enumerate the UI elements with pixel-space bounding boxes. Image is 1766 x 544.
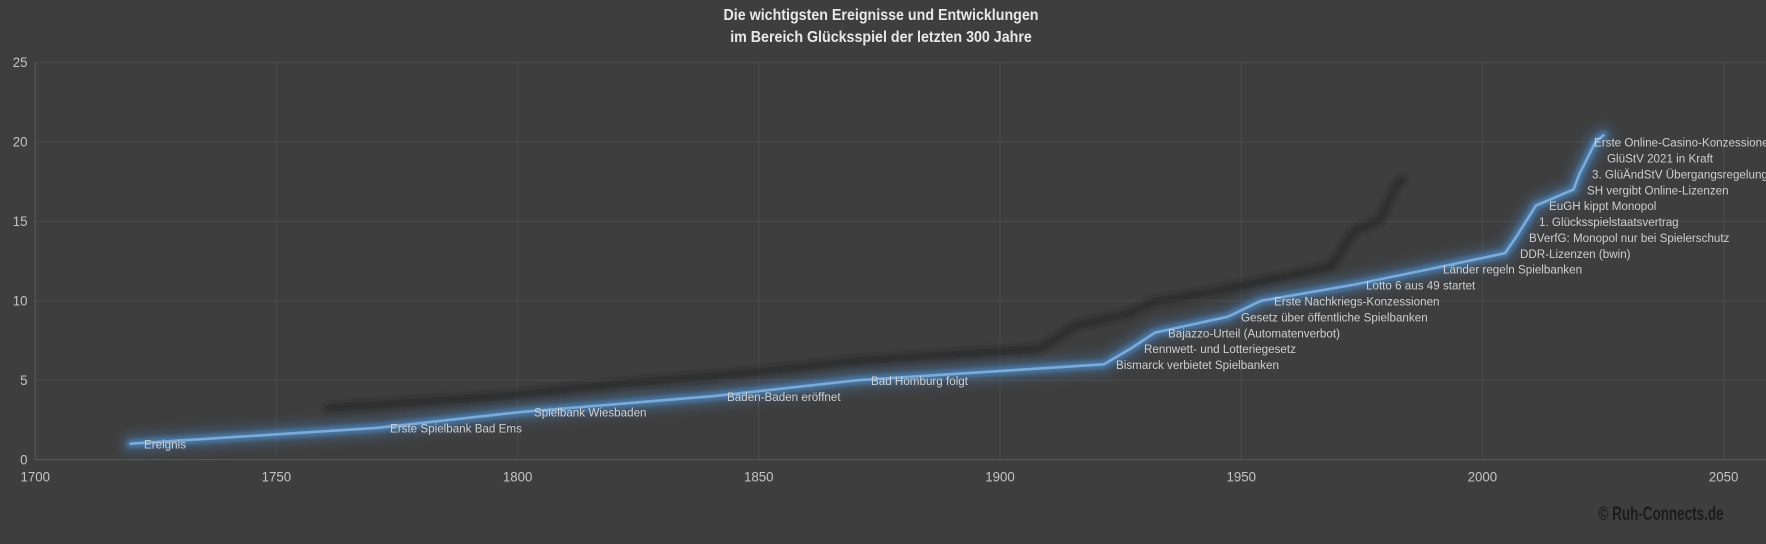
svg-text:Gesetz über öffentliche Spielb: Gesetz über öffentliche Spielbanken xyxy=(1241,310,1428,324)
svg-text:0: 0 xyxy=(20,452,27,467)
svg-text:Lotto 6 aus 49 startet: Lotto 6 aus 49 startet xyxy=(1366,278,1476,292)
svg-text:Länder regeln Spielbanken: Länder regeln Spielbanken xyxy=(1443,263,1582,277)
svg-text:1850: 1850 xyxy=(744,469,774,484)
svg-text:Ereignis: Ereignis xyxy=(144,437,186,451)
svg-text:Erste Nachkriegs-Konzessionen: Erste Nachkriegs-Konzessionen xyxy=(1274,294,1440,308)
svg-text:EuGH kippt Monopol: EuGH kippt Monopol xyxy=(1549,199,1656,213)
svg-text:Erste Spielbank Bad Ems: Erste Spielbank Bad Ems xyxy=(390,421,522,435)
svg-text:GlüStV 2021 in Kraft: GlüStV 2021 in Kraft xyxy=(1607,151,1714,165)
svg-text:Rennwett- und Lotteriegesetz: Rennwett- und Lotteriegesetz xyxy=(1144,342,1296,356)
svg-text:SH vergibt Online-Lizenzen: SH vergibt Online-Lizenzen xyxy=(1587,183,1729,197)
svg-text:Baden-Baden eröffnet: Baden-Baden eröffnet xyxy=(727,390,841,404)
svg-text:1950: 1950 xyxy=(1226,469,1256,484)
svg-text:1800: 1800 xyxy=(503,469,533,484)
svg-text:Die wichtigsten Ereignisse und: Die wichtigsten Ereignisse und Entwicklu… xyxy=(724,8,1039,25)
svg-text:Spielbank Wiesbaden: Spielbank Wiesbaden xyxy=(534,406,647,420)
svg-text:5: 5 xyxy=(20,373,27,388)
svg-text:1750: 1750 xyxy=(262,469,292,484)
svg-text:2050: 2050 xyxy=(1709,469,1739,484)
svg-text:BVerfG: Monopol nur bei Spiele: BVerfG: Monopol nur bei Spielerschutz xyxy=(1529,231,1730,245)
svg-text:© Ruh-Connects.de: © Ruh-Connects.de xyxy=(1599,503,1724,525)
svg-text:1900: 1900 xyxy=(985,469,1015,484)
svg-text:Bajazzo-Urteil (Automatenverbo: Bajazzo-Urteil (Automatenverbot) xyxy=(1168,326,1340,340)
svg-text:Erste Online-Casino-Konzession: Erste Online-Casino-Konzessionen xyxy=(1594,135,1766,149)
svg-text:1700: 1700 xyxy=(20,469,50,484)
svg-text:25: 25 xyxy=(13,55,28,70)
svg-text:Bad Homburg folgt: Bad Homburg folgt xyxy=(871,374,969,388)
svg-text:15: 15 xyxy=(13,214,28,229)
svg-text:Bismarck verbietet Spielbanken: Bismarck verbietet Spielbanken xyxy=(1116,358,1279,372)
svg-text:20: 20 xyxy=(13,135,28,150)
svg-text:im Bereich Glücksspiel der let: im Bereich Glücksspiel der letzten 300 J… xyxy=(730,30,1032,47)
svg-text:DDR-Lizenzen (bwin): DDR-Lizenzen (bwin) xyxy=(1520,247,1631,261)
svg-text:2000: 2000 xyxy=(1468,469,1498,484)
svg-text:3. GlüÄndStV Übergangsregelung: 3. GlüÄndStV Übergangsregelung xyxy=(1592,167,1766,181)
svg-text:1. Glücksspielstaatsvertrag: 1. Glücksspielstaatsvertrag xyxy=(1539,215,1679,229)
svg-text:10: 10 xyxy=(13,293,28,308)
